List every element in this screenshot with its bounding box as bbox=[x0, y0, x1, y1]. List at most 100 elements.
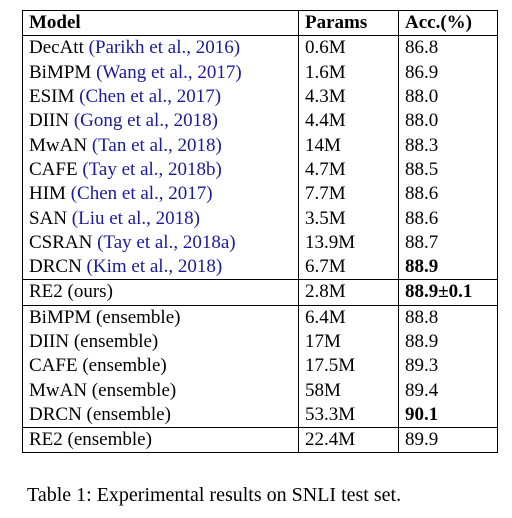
citation: (Chen et al., 2017) bbox=[70, 183, 213, 205]
params-cell: 4.4M bbox=[298, 109, 399, 134]
table-row: MwAN (Tan et al., 2018) 14M 88.3 bbox=[22, 133, 498, 158]
params-cell: 4.7M bbox=[298, 157, 399, 183]
model-name: SAN bbox=[29, 207, 68, 229]
model-cell: CAFE (Tay et al., 2018b) bbox=[22, 157, 299, 183]
model-cell: BiMPM (ensemble) bbox=[22, 304, 299, 330]
model-name: DRCN (ensemble) bbox=[29, 403, 171, 425]
accuracy-cell: 88.9 bbox=[398, 254, 498, 280]
table-row: BiMPM (ensemble) 6.4M 88.8 bbox=[22, 304, 498, 330]
citation: (Chen et al., 2017) bbox=[79, 86, 222, 108]
params-cell: 58M bbox=[298, 378, 399, 403]
accuracy-cell: 88.6 bbox=[398, 182, 498, 207]
model-name: DecAtt bbox=[29, 37, 84, 59]
model-cell: DIIN (Gong et al., 2018) bbox=[22, 109, 299, 134]
table-row: HIM (Chen et al., 2017) 7.7M 88.6 bbox=[22, 182, 498, 207]
params-cell: 17M bbox=[298, 329, 399, 355]
accuracy-cell: 88.5 bbox=[398, 157, 498, 183]
table-row: DecAtt (Parikh et al., 2016) 0.6M 86.8 bbox=[22, 35, 498, 61]
model-cell: MwAN (Tan et al., 2018) bbox=[22, 133, 299, 158]
model-name: CAFE (ensemble) bbox=[29, 355, 167, 377]
model-cell: DIIN (ensemble) bbox=[22, 329, 299, 355]
params-cell: 0.6M bbox=[298, 35, 399, 61]
params-cell: 7.7M bbox=[298, 182, 399, 207]
table-row: BiMPM (Wang et al., 2017) 1.6M 86.9 bbox=[22, 60, 498, 85]
accuracy-cell: 88.9±0.1 bbox=[398, 279, 498, 306]
model-name: CAFE bbox=[29, 158, 78, 180]
citation: (Tay et al., 2018a) bbox=[97, 231, 236, 253]
model-cell: RE2 (ensemble) bbox=[22, 427, 299, 454]
citation: (Parikh et al., 2016) bbox=[88, 37, 241, 59]
table-row: CAFE (ensemble) 17.5M 89.3 bbox=[22, 354, 498, 379]
citation: (Tay et al., 2018b) bbox=[82, 158, 222, 180]
accuracy-cell: 88.6 bbox=[398, 206, 498, 231]
caption: Table 1: Experimental results on SNLI te… bbox=[27, 484, 402, 506]
accuracy-cell: 88.7 bbox=[398, 230, 498, 255]
model-name: BiMPM (ensemble) bbox=[29, 306, 181, 328]
citation: (Gong et al., 2018) bbox=[73, 110, 218, 132]
accuracy-cell: 88.3 bbox=[398, 133, 498, 158]
model-cell: BiMPM (Wang et al., 2017) bbox=[22, 60, 299, 85]
params-cell: 3.5M bbox=[298, 206, 399, 231]
model-cell: SAN (Liu et al., 2018) bbox=[22, 206, 299, 231]
model-cell: RE2 (ours) bbox=[22, 279, 299, 306]
accuracy-cell: 86.8 bbox=[398, 35, 498, 61]
model-name: DIIN (ensemble) bbox=[29, 331, 159, 352]
params-cell: 1.6M bbox=[298, 60, 399, 85]
accuracy-cell: 89.3 bbox=[398, 354, 498, 379]
citation: (Liu et al., 2018) bbox=[71, 207, 200, 229]
params-cell: 17.5M bbox=[298, 354, 399, 379]
table-row: MwAN (ensemble) 58M 89.4 bbox=[22, 378, 498, 403]
accuracy-cell: 89.9 bbox=[398, 427, 498, 454]
params-cell: 14M bbox=[298, 133, 399, 158]
accuracy-cell: 86.9 bbox=[398, 60, 498, 85]
table-row: ESIM (Chen et al., 2017) 4.3M 88.0 bbox=[22, 84, 498, 110]
accuracy-cell: 88.9 bbox=[398, 329, 498, 355]
model-cell: CSRAN (Tay et al., 2018a) bbox=[22, 230, 299, 255]
header-row: Model Params Acc.(%) bbox=[22, 10, 498, 37]
model-name: MwAN bbox=[29, 134, 88, 156]
model-name: HIM bbox=[29, 183, 66, 205]
params-cell: 13.9M bbox=[298, 230, 399, 255]
model-name: RE2 (ensemble) bbox=[29, 429, 152, 451]
table-row: RE2 (ours) 2.8M 88.9±0.1 bbox=[22, 279, 498, 306]
accuracy-cell: 89.4 bbox=[398, 378, 498, 403]
citation: (Kim et al., 2018) bbox=[86, 256, 223, 278]
params-cell: 6.4M bbox=[298, 304, 399, 330]
accuracy-cell: 88.0 bbox=[398, 84, 498, 110]
model-name: RE2 (ours) bbox=[29, 281, 113, 303]
model-name: BiMPM bbox=[29, 61, 92, 83]
params-cell: 22.4M bbox=[298, 427, 399, 454]
table-row: DIIN (ensemble) 17M 88.9 bbox=[22, 329, 498, 355]
table-row: DRCN (Kim et al., 2018) 6.7M 88.9 bbox=[22, 254, 498, 280]
params-cell: 2.8M bbox=[298, 279, 399, 306]
model-name: DRCN bbox=[29, 256, 82, 278]
column-header: Params bbox=[298, 10, 399, 37]
table-row: DRCN (ensemble) 53.3M 90.1 bbox=[22, 402, 498, 428]
table-row: CSRAN (Tay et al., 2018a) 13.9M 88.7 bbox=[22, 230, 498, 255]
model-cell: DRCN (ensemble) bbox=[22, 402, 299, 428]
model-name: ESIM bbox=[29, 86, 75, 108]
table-row: DIIN (Gong et al., 2018) 4.4M 88.0 bbox=[22, 109, 498, 134]
params-cell: 4.3M bbox=[298, 84, 399, 110]
accuracy-cell: 88.0 bbox=[398, 109, 498, 134]
results-table: Model Params Acc.(%) DecAtt (Parikh et al.… bbox=[22, 10, 498, 454]
accuracy-cell: 88.8 bbox=[398, 304, 498, 330]
model-name: DIIN bbox=[29, 110, 70, 132]
column-header: Acc.(%) bbox=[398, 10, 498, 37]
citation: (Wang et al., 2017) bbox=[96, 61, 242, 83]
model-cell: DRCN (Kim et al., 2018) bbox=[22, 254, 299, 280]
model-name: CSRAN bbox=[29, 231, 93, 253]
params-cell: 53.3M bbox=[298, 402, 399, 428]
table-row: RE2 (ensemble) 22.4M 89.9 bbox=[22, 427, 498, 454]
table-row: SAN (Liu et al., 2018) 3.5M 88.6 bbox=[22, 206, 498, 231]
model-cell: HIM (Chen et al., 2017) bbox=[22, 182, 299, 207]
model-name: MwAN (ensemble) bbox=[29, 379, 177, 401]
model-cell: DecAtt (Parikh et al., 2016) bbox=[22, 35, 299, 61]
model-cell: MwAN (ensemble) bbox=[22, 378, 299, 403]
accuracy-cell: 90.1 bbox=[398, 402, 498, 428]
column-header: Model bbox=[22, 10, 299, 37]
table-row: CAFE (Tay et al., 2018b) 4.7M 88.5 bbox=[22, 157, 498, 183]
citation: (Tan et al., 2018) bbox=[91, 134, 222, 156]
params-cell: 6.7M bbox=[298, 254, 399, 280]
